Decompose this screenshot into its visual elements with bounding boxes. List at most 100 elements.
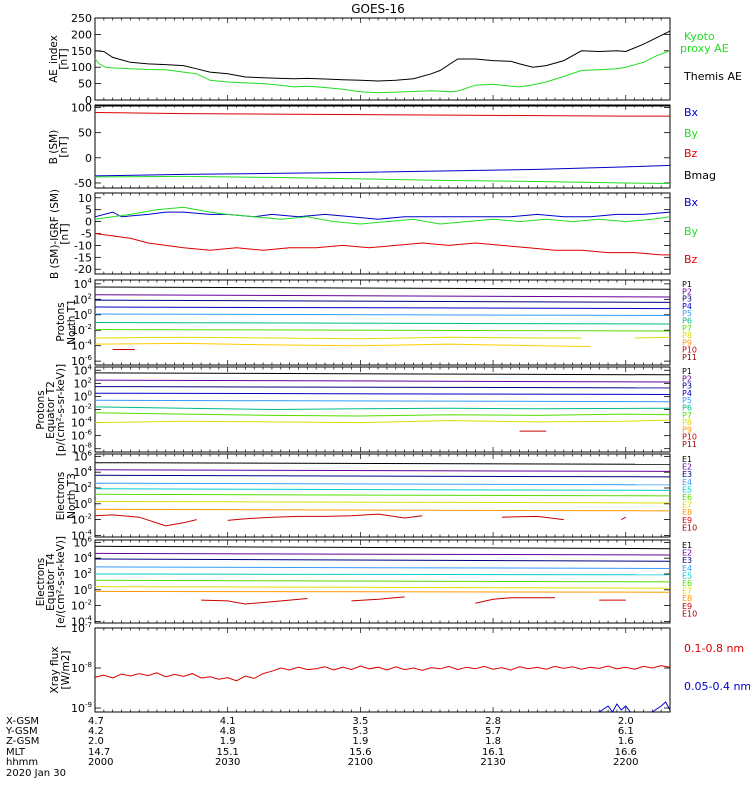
- y-tick-label: -10: [74, 239, 92, 252]
- series-e3: [94, 558, 671, 562]
- legend-entry: P1: [682, 367, 692, 376]
- series-e7: [94, 500, 671, 504]
- ae-frame: [94, 17, 671, 101]
- series-e9: [475, 597, 555, 604]
- legend-entry: E10: [682, 523, 697, 532]
- series-e2: [94, 469, 671, 472]
- legend-entry: P8: [682, 418, 692, 427]
- ae-ylabel: [nT]: [58, 48, 70, 69]
- legend-entry: E5: [682, 485, 692, 494]
- series-p7: [94, 329, 671, 332]
- series-p2: [94, 379, 671, 383]
- orbit-value: 1.9: [352, 736, 368, 747]
- prote-ylabel: [p/(cm²-s-sr-keV)]: [55, 364, 67, 456]
- y-tick-label: 104: [74, 363, 93, 377]
- legend-entry: P7: [682, 411, 692, 420]
- series-e6: [94, 579, 671, 583]
- legend-entry: E2: [682, 549, 692, 558]
- legend-entry: P2: [682, 287, 692, 296]
- orbit-value: 2130: [480, 757, 505, 768]
- series-e4: [94, 566, 671, 569]
- legend-entry: Kyoto: [684, 30, 715, 43]
- legend-entry: E10: [682, 609, 697, 618]
- legend-entry: P11: [682, 353, 697, 362]
- legend-entry: E1: [682, 541, 692, 550]
- elece-ylabel: Electrons: [35, 558, 47, 607]
- orbit-value: 5.7: [485, 726, 501, 737]
- series-themis-ae: [94, 30, 671, 82]
- digrf-ylabel: B (SM)-IGRF (SM): [49, 189, 61, 279]
- protn-ylabel: North T1: [66, 299, 78, 345]
- series-p3: [94, 299, 671, 303]
- orbit-value: 2030: [215, 757, 240, 768]
- digrf-frame: [94, 192, 671, 275]
- y-tick-label: -20: [74, 263, 92, 276]
- series-p5: [94, 399, 671, 403]
- legend-entry: E8: [682, 508, 692, 517]
- legend-entry: P6: [682, 404, 692, 413]
- series-e3: [94, 474, 671, 478]
- series-p3: [94, 386, 671, 389]
- legend-entry: P9: [682, 425, 692, 434]
- prote-frame: [94, 366, 671, 453]
- y-tick-label: 102: [74, 567, 92, 581]
- bsm-ylabel: [nT]: [58, 136, 70, 157]
- xray-ylabel: [W/m2]: [60, 650, 72, 689]
- y-tick-label: 0: [85, 94, 92, 107]
- y-tick-label: 10-8: [71, 661, 92, 675]
- protn-ylabel: Protons: [55, 302, 67, 341]
- y-tick-label: -15: [74, 251, 92, 264]
- y-tick-label: 100: [71, 61, 92, 74]
- legend-entry: P1: [682, 280, 692, 289]
- legend-entry: E7: [682, 587, 692, 596]
- legend-entry: E3: [682, 470, 692, 479]
- series-by: [94, 175, 671, 184]
- series-p8: [634, 336, 671, 339]
- legend-entry: E5: [682, 571, 692, 580]
- series-p7: [94, 412, 671, 417]
- y-tick-label: 100: [74, 583, 92, 597]
- orbit-value: 6.1: [618, 726, 634, 737]
- orbit-value: 4.2: [88, 726, 104, 737]
- legend-entry: P9: [682, 338, 692, 347]
- orbit-value: 4.8: [220, 726, 236, 737]
- legend-entry: E8: [682, 594, 692, 603]
- y-tick-label: 100: [71, 102, 92, 115]
- legend-entry: P10: [682, 346, 697, 355]
- legend-entry: P4: [682, 389, 692, 398]
- series-e9: [227, 513, 423, 521]
- legend-entry: P3: [682, 382, 692, 391]
- legend-entry: E3: [682, 556, 692, 565]
- bsm-panel: -50 0 50 100 B (SM)[nT] Bx By Bz Bmag: [48, 102, 716, 190]
- orbit-value: 14.7: [88, 747, 110, 758]
- legend-entry: P3: [682, 295, 692, 304]
- legend-entry: E4: [682, 564, 692, 573]
- legend-entry: P5: [682, 309, 692, 318]
- series-p2: [94, 294, 671, 298]
- ae-ylabel: AE_index: [48, 35, 60, 83]
- prote-ylabel: Protons: [35, 390, 47, 429]
- series-e9: [201, 598, 308, 605]
- legend-entry: E9: [682, 516, 692, 525]
- series-e1: [94, 462, 671, 465]
- y-tick-label: 102: [74, 481, 92, 495]
- legend-entry: 0.05-0.4 nm: [684, 680, 750, 693]
- y-tick-label: 10-7: [71, 621, 92, 635]
- orbit-value: 4.1: [220, 716, 236, 727]
- series-p6: [94, 322, 671, 325]
- y-tick-label: 102: [74, 292, 92, 306]
- legend-entry: P5: [682, 396, 692, 405]
- y-tick-label: 10: [78, 192, 92, 205]
- legend-entry: E9: [682, 602, 692, 611]
- series-p1: [94, 372, 671, 376]
- orbit-value: 15.6: [349, 747, 371, 758]
- orbit-row-label: Z-GSM: [6, 736, 39, 747]
- series-bx: [94, 211, 671, 220]
- y-tick-label: 100: [74, 308, 92, 322]
- series-e8: [94, 508, 671, 512]
- orbit-value: 16.1: [482, 747, 504, 758]
